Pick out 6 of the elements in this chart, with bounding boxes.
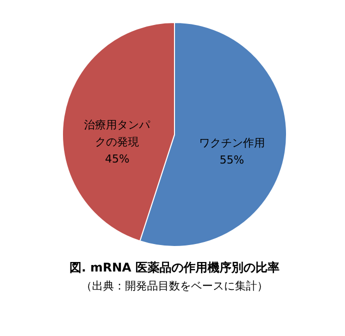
- data-label: 45%: [104, 152, 130, 166]
- text: （出典：開発品目数をベースに集計）: [81, 280, 268, 292]
- data-label: 55%: [220, 154, 244, 167]
- slice-label: 治療用タンパクの発現: [84, 118, 152, 148]
- slice-label: ワクチン作用: [198, 136, 265, 150]
- text: 図. mRNA 医薬品の作用機序別の比率: [70, 260, 280, 274]
